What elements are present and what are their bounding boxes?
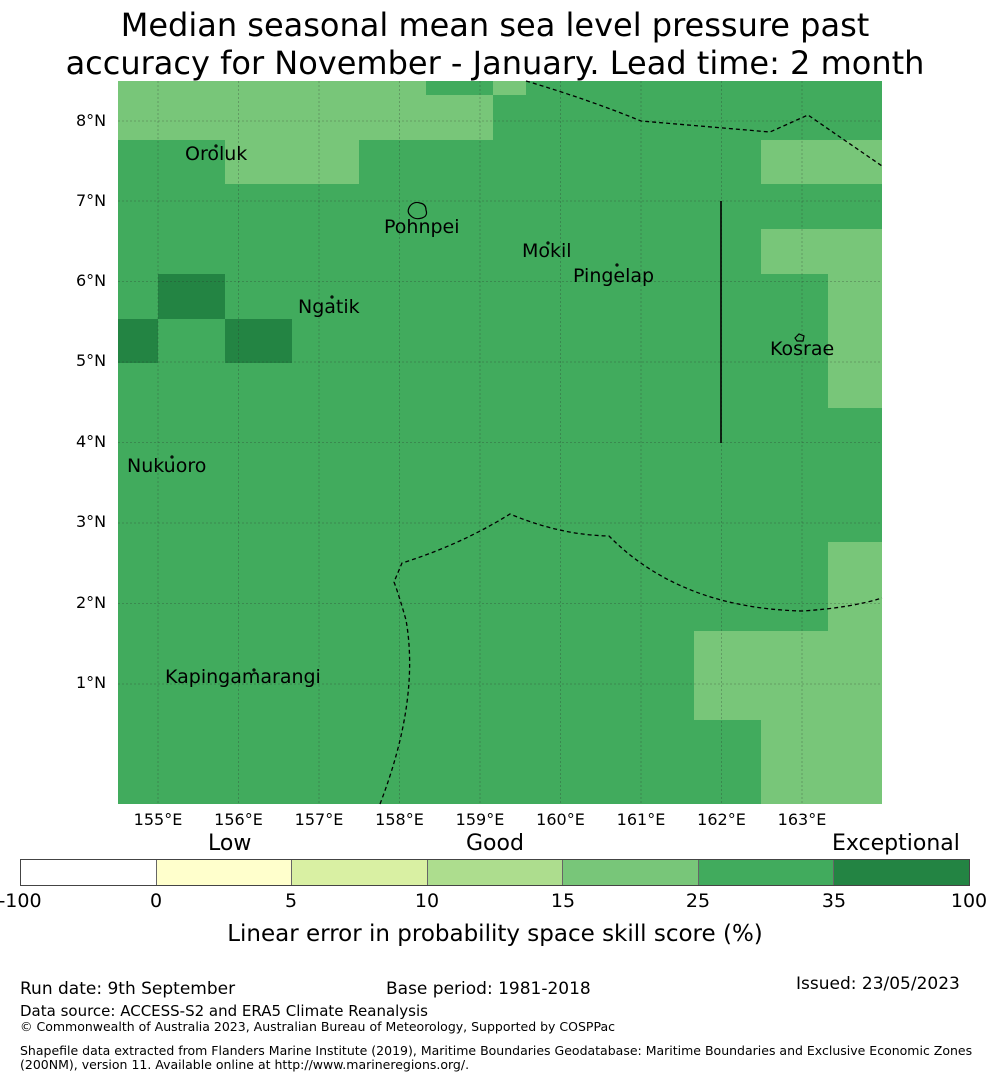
lon-tick: 162°E	[697, 810, 746, 829]
skill-cell-light	[118, 81, 426, 140]
lat-tick: 4°N	[76, 432, 107, 451]
islands	[170, 144, 805, 672]
eez-boundary-north	[525, 80, 883, 167]
issued-date: Issued: 23/05/2023	[796, 974, 960, 994]
color-bar-tick: 35	[821, 890, 847, 912]
color-bar-segment	[292, 860, 428, 885]
lat-tick: 5°N	[76, 351, 107, 370]
place-label-pingelap: Pingelap	[573, 265, 655, 287]
lat-tick: 1°N	[76, 673, 107, 692]
eez-boundary-south	[379, 513, 883, 805]
skill-cell-dark	[225, 319, 292, 363]
lat-tick: 8°N	[76, 111, 107, 130]
place-label-oroluk: Oroluk	[185, 143, 248, 165]
mokil-island-icon	[546, 241, 550, 245]
color-bar-segment	[834, 860, 970, 885]
skill-cell-light	[225, 140, 359, 184]
lon-tick: 160°E	[536, 810, 585, 829]
skill-cell-light	[761, 720, 882, 804]
skill-cell-light	[761, 229, 882, 274]
skill-cell-dark	[118, 319, 158, 363]
skill-cell-light	[828, 274, 882, 408]
eez-boundaries	[379, 80, 883, 805]
lon-tick: 157°E	[294, 810, 344, 829]
color-bar-segment	[156, 860, 293, 885]
map-title: Median seasonal mean sea level pressure …	[0, 6, 990, 82]
color-bar-segment	[563, 860, 699, 885]
skill-cells	[118, 81, 882, 804]
color-bar	[20, 859, 970, 886]
skill-cell-light	[426, 95, 493, 140]
shapefile-credit-line-1: Shapefile data extracted from Flanders M…	[20, 1043, 973, 1058]
lon-tick: 158°E	[375, 810, 424, 829]
kosrae-island-icon	[794, 333, 805, 342]
legend-category-exceptional: Exceptional	[832, 831, 960, 856]
color-bar-tick: -100	[0, 890, 42, 912]
lon-tick: 163°E	[777, 810, 827, 829]
base-period: Base period: 1981-2018	[386, 979, 591, 999]
data-source: Data source: ACCESS-S2 and ERA5 Climate …	[20, 1002, 428, 1020]
color-bar-tick: 25	[685, 890, 711, 912]
lat-tick: 3°N	[76, 512, 107, 531]
pohnpei-island-icon	[407, 201, 428, 220]
ngatik-island-icon	[330, 295, 334, 299]
copyright: © Commonwealth of Australia 2023, Austra…	[20, 1019, 615, 1034]
place-label-ngatik: Ngatik	[298, 296, 360, 318]
legend-category-good: Good	[466, 831, 524, 856]
place-label-kosrae: Kosrae	[770, 338, 835, 360]
color-bar-label: Linear error in probability space skill …	[227, 921, 763, 947]
title-line-2: accuracy for November - January. Lead ti…	[65, 44, 925, 82]
gridlines	[118, 81, 882, 804]
lat-tick: 2°N	[76, 593, 107, 612]
lon-tick: 161°E	[616, 810, 666, 829]
title-line-1: Median seasonal mean sea level pressure …	[120, 6, 870, 44]
lat-tick: 7°N	[76, 191, 107, 210]
place-label-mokil: Mokil	[522, 240, 572, 262]
skill-cell-light	[828, 542, 882, 631]
run-date: Run date: 9th September	[20, 979, 236, 999]
lon-tick: 159°E	[455, 810, 505, 829]
color-bar-tick: 5	[284, 890, 298, 912]
color-bar-segment	[698, 860, 835, 885]
nukuoro-island-icon	[170, 455, 174, 459]
legend-category-low: Low	[208, 831, 252, 856]
shapefile-credit-line-2: (200NM), version 11. Available online at…	[20, 1057, 470, 1072]
lat-tick: 6°N	[76, 271, 107, 290]
skill-cell-light	[694, 631, 882, 720]
skill-map	[118, 80, 883, 805]
skill-cell-dark	[158, 274, 225, 319]
lon-tick: 155°E	[133, 810, 183, 829]
color-bar-tick: 100	[950, 890, 988, 912]
place-label-kapingamarangi: Kapingamarangi	[165, 666, 321, 688]
color-bar-tick: 0	[149, 890, 163, 912]
color-bar-segment	[21, 860, 157, 885]
place-label-nukuoro: Nukuoro	[127, 455, 207, 477]
lon-tick: 156°E	[214, 810, 263, 829]
place-label-pohnpei: Pohnpei	[384, 216, 460, 238]
color-bar-tick: 10	[414, 890, 440, 912]
skill-cell-light	[493, 81, 526, 95]
oroluk-island-icon	[214, 144, 218, 148]
pingelap-island-icon	[615, 263, 619, 267]
color-bar-tick: 15	[550, 890, 576, 912]
kapingamarangi-island-icon	[252, 668, 256, 672]
skill-cell-light	[761, 140, 882, 184]
color-bar-segment	[427, 860, 564, 885]
